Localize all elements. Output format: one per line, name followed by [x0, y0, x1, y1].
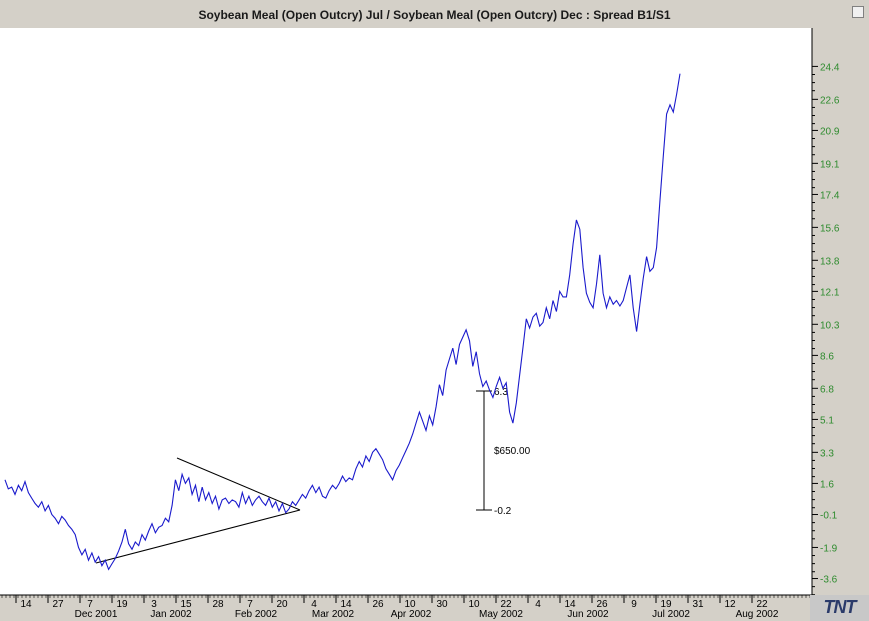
x-day-label: 15 — [180, 599, 192, 610]
x-day-label: 14 — [564, 599, 576, 610]
triangle-lower-trendline — [95, 509, 301, 564]
x-day-label: 10 — [404, 599, 416, 610]
x-day-label: 4 — [311, 599, 317, 610]
tnt-logo-text: TNT — [823, 597, 857, 617]
x-day-label: 22 — [756, 599, 768, 610]
x-day-label: 26 — [596, 599, 608, 610]
x-day-label: 14 — [340, 599, 352, 610]
y-tick-label: 10.3 — [820, 320, 840, 331]
y-tick-label: 19.1 — [820, 159, 840, 170]
x-day-label: 4 — [535, 599, 541, 610]
y-tick-label: 6.8 — [820, 384, 834, 395]
y-tick-label: 24.4 — [820, 62, 840, 73]
x-day-label: 19 — [116, 599, 128, 610]
bottom-axis-panel — [0, 595, 812, 621]
x-day-label: 22 — [500, 599, 512, 610]
y-tick-label: 5.1 — [820, 415, 834, 426]
title-bar: Soybean Meal (Open Outcry) Jul / Soybean… — [0, 0, 869, 29]
x-day-label: 14 — [20, 599, 32, 610]
y-tick-label: -1.9 — [820, 543, 838, 554]
x-day-label: 12 — [724, 599, 736, 610]
y-tick-label: 13.8 — [820, 256, 840, 267]
y-axis: 24.4 22.6 20.9 19.1 17.4 15.6 13.8 12.1 10.3 8.6 6… — [812, 62, 840, 596]
x-day-label: 26 — [372, 599, 384, 610]
chart-area: 24.4 22.6 20.9 19.1 17.4 15.6 13.8 12.1 10.3 8.6 6… — [0, 28, 869, 621]
range-marker-bottom-label: -0.2 — [494, 506, 512, 517]
x-day-label: 3 — [151, 599, 157, 610]
x-day-label: 7 — [87, 599, 93, 610]
triangle-upper-trendline — [176, 457, 301, 511]
x-day-label: 7 — [247, 599, 253, 610]
x-day-label: 9 — [631, 599, 637, 610]
x-month-label: Jun 2002 — [567, 609, 609, 620]
x-day-label: 30 — [436, 599, 448, 610]
y-tick-label: 15.6 — [820, 223, 840, 234]
x-month-label: Apr 2002 — [391, 609, 432, 620]
x-day-label: 20 — [276, 599, 288, 610]
x-month-label: Jul 2002 — [652, 609, 690, 620]
x-month-label: Dec 2001 — [75, 609, 118, 620]
range-marker-top-label: 6.3 — [494, 387, 508, 398]
y-tick-label: 22.6 — [820, 95, 840, 106]
y-tick-label: 8.6 — [820, 351, 834, 362]
y-tick-label: 20.9 — [820, 126, 840, 137]
plot-background — [0, 28, 812, 595]
range-marker-value-label: $650.00 — [494, 446, 531, 457]
triangle-pattern — [95, 457, 301, 564]
x-axis: 14 27 7 19 3 15 28 7 20 4 14 26 10 30 10 22 4 14 26 9 19 31 12… — [1, 595, 811, 620]
y-tick-label: 12.1 — [820, 287, 840, 298]
chart-title: Soybean Meal (Open Outcry) Jul / Soybean… — [198, 8, 671, 22]
x-day-label: 10 — [468, 599, 480, 610]
x-month-label: May 2002 — [479, 609, 523, 620]
y-tick-label: 17.4 — [820, 190, 840, 201]
close-button[interactable] — [852, 6, 864, 18]
spread-series-line — [4, 73, 681, 571]
y-tick-label: -3.6 — [820, 575, 838, 586]
x-day-label: 28 — [212, 599, 224, 610]
x-month-label: Mar 2002 — [312, 609, 355, 620]
y-tick-label: -0.1 — [820, 511, 838, 522]
x-day-label: 27 — [52, 599, 64, 610]
x-day-label: 31 — [692, 599, 704, 610]
x-month-label: Feb 2002 — [235, 609, 278, 620]
right-axis-panel — [812, 28, 869, 595]
y-tick-label: 1.6 — [820, 479, 834, 490]
x-month-label: Jan 2002 — [150, 609, 192, 620]
x-day-label: 19 — [660, 599, 672, 610]
tnt-logo: TNT — [810, 595, 869, 621]
y-tick-label: 3.3 — [820, 448, 834, 459]
x-month-label: Aug 2002 — [736, 609, 779, 620]
